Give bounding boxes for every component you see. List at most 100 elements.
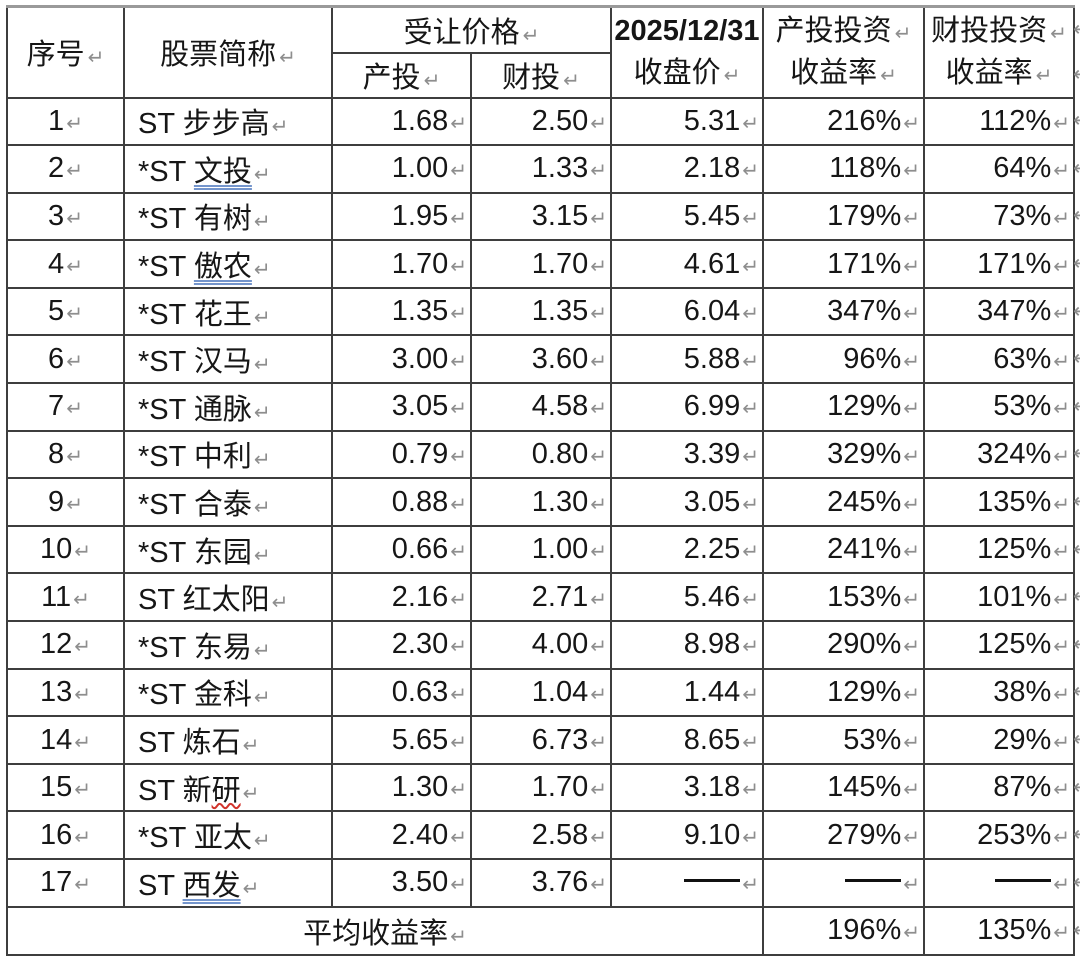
- cell-chantou-price: 0.88 ↵: [331, 477, 472, 527]
- return-mark-icon: ↵: [66, 348, 83, 373]
- cell-chantou-return-value: 145%: [827, 771, 902, 804]
- return-mark-icon: ↵: [590, 396, 607, 421]
- return-mark-icon: ↵: [723, 63, 741, 88]
- return-mark-icon: ↵: [903, 824, 920, 849]
- cell-chantou-return: 129% ↵: [762, 382, 925, 432]
- return-mark-icon: ↵: [590, 539, 607, 564]
- cell-chantou-price-value: 1.30: [391, 771, 449, 804]
- cell-caitou-price: 1.35 ↵: [470, 286, 612, 337]
- return-mark-icon: ↵: [1053, 158, 1070, 183]
- cell-close-price: 6.99 ↵: [610, 382, 764, 432]
- return-mark-icon: ↵: [590, 301, 607, 326]
- cell-stock-name: *ST 东易 ↵: [123, 620, 333, 670]
- dash-placeholder: [684, 879, 741, 883]
- cell-stock-name: ST 红太阳 ↵: [123, 572, 333, 623]
- cell-chantou-return-value: 96%: [843, 342, 902, 375]
- cell-caitou-return-value: 112%: [979, 104, 1052, 137]
- return-mark-icon: ↵: [253, 447, 271, 472]
- return-mark-icon: ↵: [903, 253, 920, 278]
- cell-caitou-price: 1.70 ↵: [470, 239, 612, 289]
- cell-stock-name: *ST 通脉 ↵: [123, 382, 333, 432]
- cell-caitou-price-value: 2.58: [531, 818, 589, 851]
- return-mark-icon: ↵: [742, 110, 759, 135]
- end-of-row-mark-icon: ↵: [1073, 395, 1080, 417]
- cell-caitou-price-value: 0.80: [531, 437, 589, 470]
- cell-chantou-price: 3.50 ↵: [331, 858, 472, 908]
- col-header-caitou-return: 财投投资 ↵ 收益率 ↵: [923, 5, 1075, 99]
- return-mark-icon: ↵: [66, 491, 83, 516]
- cell-caitou-return-value: 125%: [977, 533, 1052, 566]
- average-chantou-return-value: 196%: [827, 914, 902, 947]
- return-mark-icon: ↵: [253, 161, 271, 186]
- cell-index: 4 ↵: [6, 239, 125, 289]
- stock-name-text: *ST 中利: [138, 441, 252, 474]
- return-mark-icon: ↵: [590, 110, 607, 135]
- cell-chantou-price: 0.63 ↵: [331, 667, 472, 718]
- return-mark-icon: ↵: [1053, 872, 1070, 897]
- cell-chantou-return-value: 118%: [829, 152, 902, 185]
- return-mark-icon: ↵: [903, 301, 920, 326]
- cell-caitou-return: 29% ↵: [923, 715, 1075, 765]
- cell-index: 2 ↵: [6, 144, 125, 194]
- return-mark-icon: ↵: [742, 301, 759, 326]
- cell-close-price-value: 5.31: [683, 104, 741, 137]
- cell-stock-name: *ST 亚太 ↵: [123, 810, 333, 860]
- return-mark-icon: ↵: [271, 590, 289, 615]
- cell-caitou-price: 1.33 ↵: [470, 144, 612, 194]
- cell-close-price: 3.05 ↵: [610, 477, 764, 527]
- return-mark-icon: ↵: [253, 637, 271, 662]
- table-row: 6 ↵ *ST 汉马 ↵ 3.00 ↵ 3.60 ↵ 5.88 ↵ 96% ↵ 63% ↵: [6, 334, 1075, 385]
- return-mark-icon: ↵: [242, 733, 260, 758]
- cell-chantou-price-value: 5.65: [391, 723, 449, 756]
- table-row: 5 ↵ *ST 花王 ↵ 1.35 ↵ 1.35 ↵ 6.04 ↵ 347% ↵ 347% ↵: [6, 286, 1075, 337]
- cell-caitou-return: 64% ↵: [923, 144, 1075, 194]
- col-header-caitou-price: 财投 ↵: [470, 51, 612, 99]
- cell-chantou-return-value: [845, 866, 902, 898]
- return-mark-icon: ↵: [1053, 539, 1070, 564]
- cell-caitou-price-value: 4.00: [531, 628, 589, 661]
- cell-chantou-return: 329% ↵: [762, 429, 925, 480]
- cell-close-price: ↵: [610, 858, 764, 908]
- cell-caitou-return: 324% ↵: [923, 429, 1075, 480]
- cell-caitou-price: 3.60 ↵: [470, 334, 612, 385]
- return-mark-icon: ↵: [74, 539, 92, 564]
- stock-name-grammar-underline: 傲农: [193, 251, 252, 284]
- return-mark-icon: ↵: [450, 158, 467, 183]
- cell-chantou-price-value: 0.66: [391, 533, 449, 566]
- col-header-stock-label: 股票简称: [160, 39, 277, 72]
- index-value: 1: [48, 104, 65, 137]
- cell-chantou-return-value: 279%: [827, 818, 902, 851]
- cell-close-price: 6.04 ↵: [610, 286, 764, 337]
- cell-close-price: 2.25 ↵: [610, 524, 764, 575]
- return-mark-icon: ↵: [423, 68, 441, 92]
- cell-caitou-price: 2.58 ↵: [470, 810, 612, 860]
- cell-chantou-return-value: 290%: [827, 628, 902, 661]
- cell-chantou-return: 241% ↵: [762, 524, 925, 575]
- cell-caitou-return: 253% ↵: [923, 810, 1075, 860]
- cell-caitou-price-value: 3.15: [531, 199, 589, 232]
- cell-close-price: 4.61 ↵: [610, 239, 764, 289]
- stock-name-spellcheck-underline: 研: [211, 774, 241, 807]
- cell-caitou-return: 73% ↵: [923, 191, 1075, 242]
- return-mark-icon: ↵: [450, 824, 467, 849]
- cell-chantou-return: 290% ↵: [762, 620, 925, 670]
- col-header-chantou-return: 产投投资 ↵ 收益率 ↵: [762, 5, 925, 99]
- col-header-index: 序号 ↵: [6, 5, 125, 99]
- return-mark-icon: ↵: [742, 158, 759, 183]
- cell-caitou-return: 171% ↵: [923, 239, 1075, 289]
- caitou-return-line2: 收益率 ↵: [926, 52, 1072, 94]
- cell-index: 5 ↵: [6, 286, 125, 337]
- cell-stock-name: *ST 文投 ↵: [123, 144, 333, 194]
- cell-caitou-price-value: 1.04: [531, 675, 589, 708]
- return-mark-icon: ↵: [271, 114, 289, 139]
- cell-chantou-return-value: 245%: [827, 485, 902, 518]
- cell-chantou-price-value: 3.00: [391, 342, 449, 375]
- cell-caitou-price-value: 1.70: [531, 247, 589, 280]
- stock-name-text: ST 炼石: [138, 727, 241, 760]
- index-value: 4: [48, 247, 65, 280]
- cell-chantou-price: 1.35 ↵: [331, 286, 472, 337]
- return-mark-icon: ↵: [87, 45, 105, 70]
- return-mark-icon: ↵: [903, 777, 920, 802]
- cell-chantou-return-value: 129%: [827, 390, 902, 423]
- index-value: 17: [39, 866, 73, 899]
